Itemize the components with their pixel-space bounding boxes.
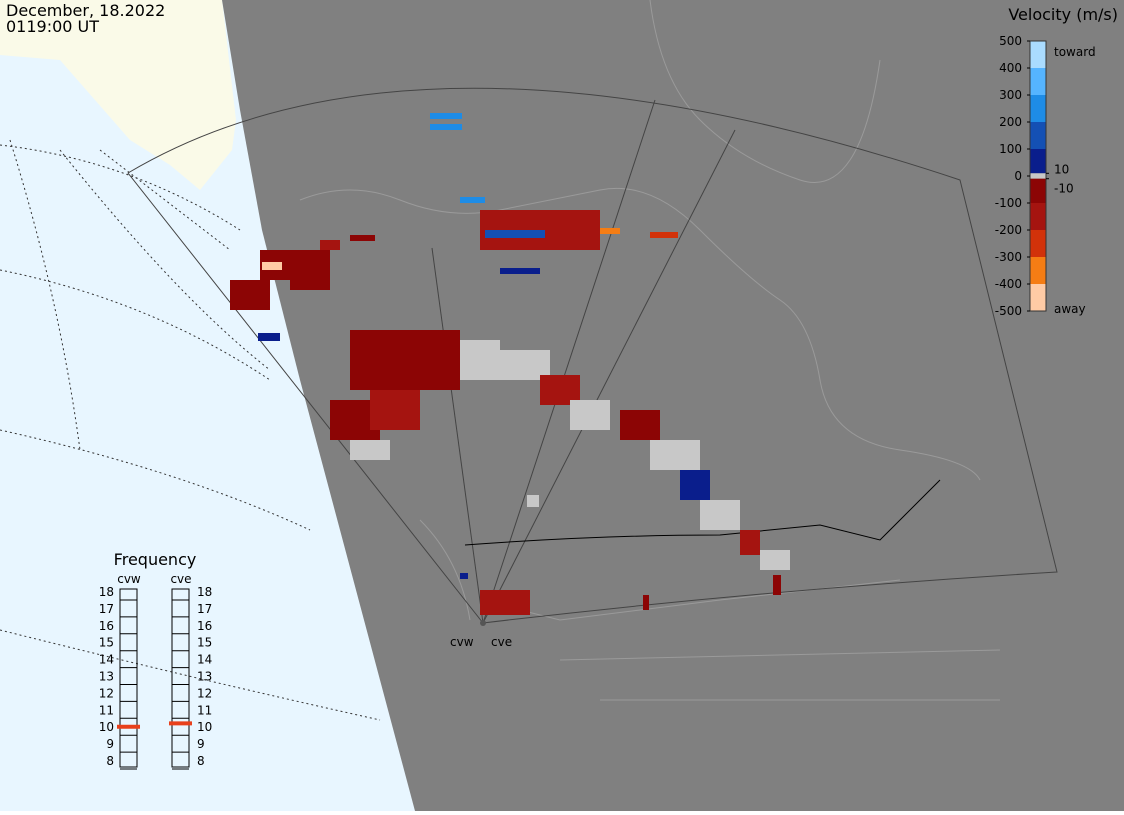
- frequency-tick-label: 11: [99, 703, 114, 717]
- frequency-tick-label: 10: [197, 720, 212, 734]
- frequency-tick-label: 13: [197, 670, 212, 684]
- frequency-tick-label: 14: [197, 653, 212, 667]
- land: [0, 0, 236, 190]
- colorbar-segment: [1030, 230, 1046, 257]
- frequency-tick-label: 17: [197, 602, 212, 616]
- colorbar-tick-label: 300: [999, 88, 1022, 102]
- frequency-tick-label: 18: [197, 585, 212, 599]
- station-label: cve: [491, 635, 512, 649]
- frequency-tick-label: 15: [197, 636, 212, 650]
- colorbar-segment: [1030, 68, 1046, 95]
- date: December, 18.2022: [6, 1, 165, 20]
- colorbar-inner-label: 10: [1054, 162, 1069, 176]
- colorbar-segment: [1030, 284, 1046, 311]
- frequency-tick-label: 8: [197, 754, 205, 768]
- graticule: [0, 139, 381, 721]
- frequency-tick-label: 12: [99, 686, 114, 700]
- colorbar-tick-label: -500: [995, 304, 1022, 318]
- colorbar-tick-label: -400: [995, 277, 1022, 291]
- station-dot: [480, 620, 486, 626]
- colorbar-tick-label: -300: [995, 250, 1022, 264]
- station-label: cvw: [450, 635, 474, 649]
- colorbar-bottom-label: away: [1054, 302, 1086, 316]
- time: 0119:00 UT: [6, 17, 99, 36]
- radar-name: cve: [170, 572, 191, 586]
- colorbar-segment: [1030, 122, 1046, 149]
- frequency-tick-label: 16: [197, 619, 212, 633]
- colorbar-segment: [1030, 173, 1046, 179]
- frequency-tick-label: 18: [99, 585, 114, 599]
- frequency-tick-label: 13: [99, 670, 114, 684]
- radar-cells: [230, 113, 790, 615]
- frequency-tick-label: 9: [106, 737, 114, 751]
- frequency-tick-label: 9: [197, 737, 205, 751]
- colorbar-tick-label: 500: [999, 34, 1022, 48]
- colorbar-segment: [1030, 257, 1046, 284]
- projection-area: [222, 0, 1124, 811]
- radar-name: cvw: [117, 572, 141, 586]
- colorbar-tick-label: -200: [995, 223, 1022, 237]
- colorbar-segment: [1030, 41, 1046, 68]
- frequency-tick-label: 12: [197, 686, 212, 700]
- frequency-title: Frequency: [114, 550, 197, 569]
- frequency-tick-label: 10: [99, 720, 114, 734]
- fov-outline: [127, 87, 1058, 624]
- colorbar-title: Velocity (m/s): [1008, 5, 1118, 24]
- colorbar-segment: [1030, 178, 1046, 203]
- colorbar-tick-label: -100: [995, 196, 1022, 210]
- frequency-tick-label: 15: [99, 636, 114, 650]
- frequency-tick-label: 14: [99, 653, 114, 667]
- frequency-tick-label: 8: [106, 754, 114, 768]
- colorbar-tick-label: 200: [999, 115, 1022, 129]
- frequency-tick-label: 11: [197, 703, 212, 717]
- frequency-tick-label: 16: [99, 619, 114, 633]
- colorbar-segment: [1030, 95, 1046, 122]
- colorbar-tick-label: 400: [999, 61, 1022, 75]
- frequency-tick-label: 17: [99, 602, 114, 616]
- colorbar-inner-label: -10: [1054, 182, 1074, 196]
- colorbar-tick-label: 100: [999, 142, 1022, 156]
- colorbar-top-label: toward: [1054, 45, 1096, 59]
- colorbar-tick-label: 0: [1014, 169, 1022, 183]
- frequency-box: [119, 588, 138, 768]
- colorbar-segment: [1030, 203, 1046, 230]
- colorbar-segment: [1030, 149, 1046, 174]
- frequency-box: [171, 588, 190, 768]
